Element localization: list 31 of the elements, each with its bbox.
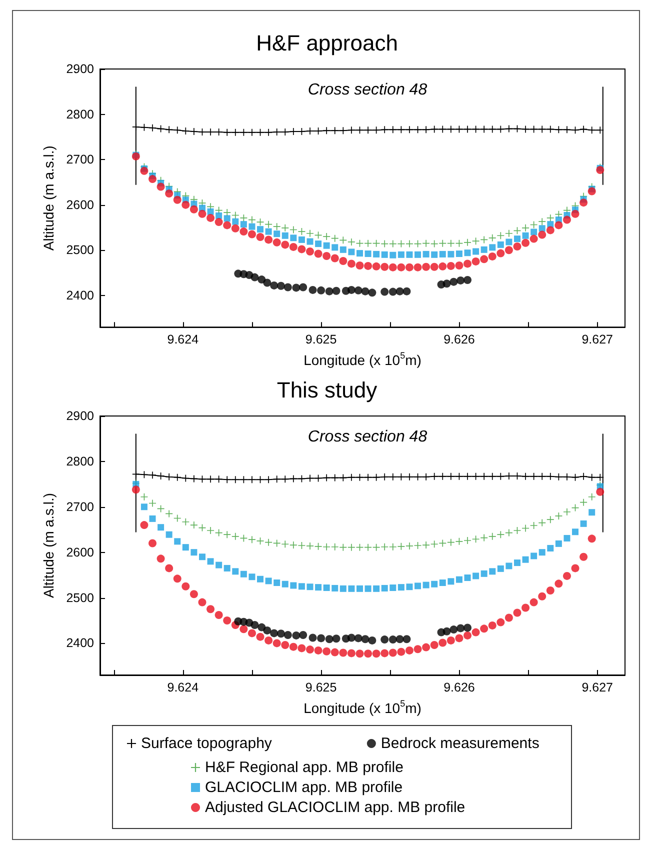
y-tick-label: 2400 xyxy=(66,288,94,302)
x-tick-label: 9.624 xyxy=(167,332,199,347)
y-tick-label: 2500 xyxy=(66,243,94,258)
y-tick-label: 2600 xyxy=(66,545,94,560)
y-tick-label: 2800 xyxy=(66,454,94,468)
x-tick-label: 9.627 xyxy=(582,680,614,694)
legend-label: Surface topography xyxy=(141,735,272,752)
x-tick-label: 9.627 xyxy=(582,332,614,347)
legend-label: H&F Regional app. MB profile xyxy=(205,759,404,776)
y-tick-label: 2400 xyxy=(66,636,94,650)
x-tick-label: 9.626 xyxy=(444,332,475,347)
y-tick-label: 2600 xyxy=(66,198,94,212)
chart-title: H&F approach xyxy=(256,30,398,56)
y-tick-label: 2900 xyxy=(66,62,94,76)
y-axis-title: Altitude (m a.s.l.) xyxy=(40,146,56,251)
x-tick-label: 9.624 xyxy=(167,680,199,694)
annotation: Cross section 48 xyxy=(308,428,428,446)
x-tick-label: 9.625 xyxy=(305,332,337,347)
y-tick-label: 2800 xyxy=(66,107,94,122)
legend-label: Bedrock measurements xyxy=(380,735,540,752)
x-tick-label: 9.626 xyxy=(444,680,475,694)
legend-label: Adjusted GLACIOCLIM app. MB profile xyxy=(205,799,466,816)
y-tick-label: 2900 xyxy=(66,409,94,423)
y-tick-label: 2700 xyxy=(66,500,94,514)
annotation: Cross section 48 xyxy=(308,82,428,98)
y-tick-label: 2500 xyxy=(66,590,94,605)
y-axis-title: Altitude (m a.s.l.) xyxy=(40,492,56,598)
chart-title: This study xyxy=(276,378,378,402)
legend-label: GLACIOCLIM app. MB profile xyxy=(205,779,403,796)
y-tick-label: 2700 xyxy=(66,152,94,167)
x-tick-label: 9.625 xyxy=(305,680,337,694)
